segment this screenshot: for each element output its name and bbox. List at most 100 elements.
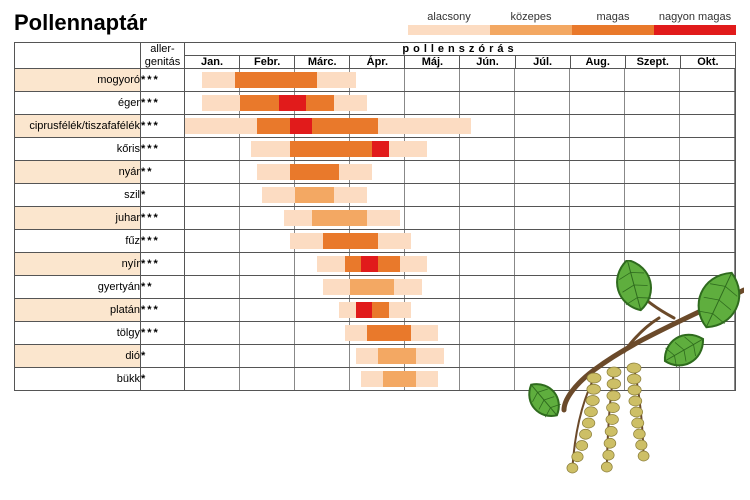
intensity-segment: [312, 118, 378, 134]
intensity-segment: [345, 325, 367, 341]
intensity-segment: [317, 72, 356, 88]
intensity-segment: [378, 118, 472, 134]
legend-item: közepes: [490, 11, 572, 35]
legend-item: magas: [572, 11, 654, 35]
plant-name: tölgy: [15, 322, 141, 345]
intensity-segment: [416, 371, 438, 387]
plant-name: nyár: [15, 161, 141, 184]
allergenicity-stars: ***: [141, 230, 185, 253]
intensity-segment: [400, 256, 428, 272]
table-row: dió*: [15, 345, 736, 368]
intensity-segment: [378, 256, 400, 272]
dispersion-cell: [185, 207, 736, 230]
intensity-segment: [367, 210, 400, 226]
dispersion-header: pollenszórás: [185, 43, 736, 56]
plant-name: platán: [15, 299, 141, 322]
intensity-legend: alacsony közepes magas nagyon magas: [408, 11, 736, 35]
month-header: Máj.: [405, 56, 460, 69]
table-row: ciprusfélék/tiszafafélék***: [15, 115, 736, 138]
intensity-segment: [290, 118, 312, 134]
month-header: Okt.: [680, 56, 735, 69]
intensity-segment: [279, 95, 307, 111]
intensity-segment: [361, 256, 378, 272]
table-row: szil*: [15, 184, 736, 207]
dispersion-cell: [185, 299, 736, 322]
header-spacer: [15, 43, 141, 69]
intensity-segment: [257, 164, 290, 180]
table-row: gyertyán**: [15, 276, 736, 299]
intensity-segment: [378, 348, 417, 364]
dispersion-bar: [185, 345, 735, 367]
legend-swatch: [654, 25, 736, 35]
plant-name: mogyoró: [15, 69, 141, 92]
allergenicity-stars: ***: [141, 299, 185, 322]
month-header: Aug.: [570, 56, 625, 69]
table-row: tölgy***: [15, 322, 736, 345]
intensity-segment: [334, 187, 367, 203]
allergenicity-stars: *: [141, 345, 185, 368]
legend-swatch: [490, 25, 572, 35]
intensity-segment: [372, 141, 389, 157]
dispersion-cell: [185, 92, 736, 115]
legend-label: alacsony: [427, 11, 470, 23]
plant-name: szil: [15, 184, 141, 207]
table-row: platán***: [15, 299, 736, 322]
pollen-table: aller-genitáspollenszórásJan.Febr.Márc.Á…: [14, 42, 736, 391]
intensity-segment: [317, 256, 345, 272]
table-row: kőris***: [15, 138, 736, 161]
intensity-segment: [345, 256, 362, 272]
legend-label: közepes: [511, 11, 552, 23]
allergenicity-stars: **: [141, 276, 185, 299]
month-header: Márc.: [295, 56, 350, 69]
intensity-segment: [416, 348, 444, 364]
intensity-segment: [334, 95, 367, 111]
dispersion-cell: [185, 345, 736, 368]
allergenicity-stars: ***: [141, 138, 185, 161]
plant-name: éger: [15, 92, 141, 115]
dispersion-bar: [185, 276, 735, 298]
intensity-segment: [394, 279, 422, 295]
intensity-segment: [240, 95, 279, 111]
intensity-segment: [339, 164, 372, 180]
intensity-segment: [290, 233, 323, 249]
month-header: Jan.: [185, 56, 240, 69]
dispersion-cell: [185, 322, 736, 345]
intensity-segment: [251, 141, 290, 157]
month-header: Ápr.: [350, 56, 405, 69]
allergenicity-stars: ***: [141, 322, 185, 345]
dispersion-cell: [185, 115, 736, 138]
intensity-segment: [378, 233, 411, 249]
dispersion-bar: [185, 368, 735, 390]
dispersion-bar: [185, 184, 735, 206]
intensity-segment: [323, 279, 351, 295]
intensity-segment: [367, 325, 411, 341]
plant-name: juhar: [15, 207, 141, 230]
intensity-segment: [372, 302, 389, 318]
page-title: Pollennaptár: [14, 10, 147, 36]
intensity-segment: [350, 279, 394, 295]
dispersion-cell: [185, 368, 736, 391]
legend-swatch: [408, 25, 490, 35]
dispersion-bar: [185, 322, 735, 344]
intensity-segment: [290, 164, 340, 180]
allergenicity-stars: ***: [141, 207, 185, 230]
dispersion-bar: [185, 138, 735, 160]
table-row: éger***: [15, 92, 736, 115]
dispersion-cell: [185, 230, 736, 253]
legend-label: magas: [596, 11, 629, 23]
allergenicity-header: aller-genitás: [141, 43, 185, 69]
month-header: Jún.: [460, 56, 515, 69]
dispersion-bar: [185, 230, 735, 252]
table-row: nyír***: [15, 253, 736, 276]
intensity-segment: [185, 118, 257, 134]
intensity-segment: [257, 118, 290, 134]
intensity-segment: [356, 302, 373, 318]
allergenicity-stars: *: [141, 368, 185, 391]
month-header: Júl.: [515, 56, 570, 69]
plant-name: gyertyán: [15, 276, 141, 299]
allergenicity-stars: ***: [141, 253, 185, 276]
allergenicity-stars: *: [141, 184, 185, 207]
legend-label: nagyon magas: [659, 11, 731, 23]
legend-swatch: [572, 25, 654, 35]
dispersion-cell: [185, 161, 736, 184]
